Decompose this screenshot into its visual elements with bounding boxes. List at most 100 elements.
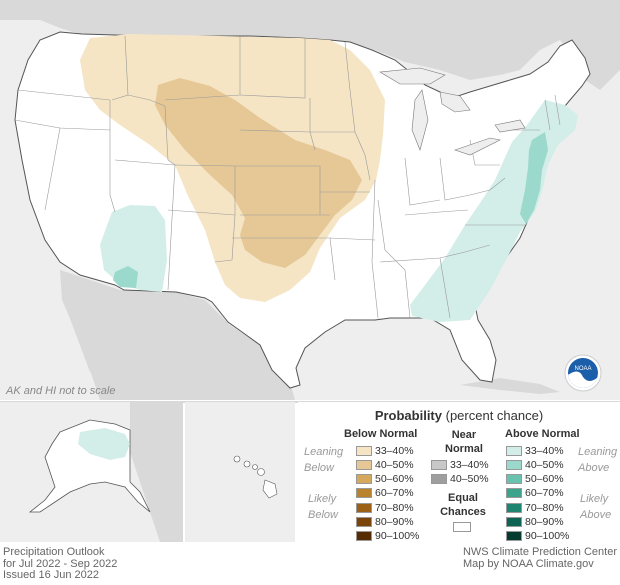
- near-normal-label: 40–50%: [450, 472, 489, 485]
- canada-inset-landmass: [130, 402, 183, 542]
- leaning-below-line2: Below: [304, 462, 334, 474]
- above-normal-40-50-region: [113, 132, 548, 288]
- credit-line2: Map by NOAA Climate.gov: [462, 557, 594, 570]
- equal-chances-swatch: [453, 522, 471, 532]
- ak-hi-note: AK and HI not to scale: [5, 385, 115, 397]
- caption-line2: for Jul 2022 - Sep 2022: [3, 557, 118, 570]
- above-normal-label: 60–70%: [525, 487, 564, 500]
- near-normal-row: 33–40%: [431, 458, 489, 471]
- noaa-logo-text: NOAA: [574, 366, 591, 372]
- below-normal-swatch: [356, 445, 372, 456]
- credit-caption: NWS Climate Prediction Center Map by NOA…: [462, 546, 617, 570]
- near-normal-swatch: [431, 459, 447, 470]
- mexico-landmass: [60, 270, 295, 400]
- likely-below-line1: Likely: [308, 493, 337, 505]
- near-normal-header-line1: Near: [451, 429, 477, 441]
- legend-panel: Probability (percent chance) Below Norma…: [298, 402, 620, 545]
- below-normal-label: 40–50%: [375, 458, 414, 471]
- credit-line1: NWS Climate Prediction Center: [462, 546, 617, 558]
- noaa-logo: NOAA: [564, 354, 602, 392]
- above-normal-swatch: [506, 488, 522, 499]
- caption-line3: Issued 16 Jun 2022: [3, 569, 100, 581]
- likely-below-line2: Below: [308, 509, 338, 521]
- hawaii-island-kauai: [233, 455, 241, 463]
- above-normal-row: 90–100%: [506, 530, 569, 543]
- above-normal-swatch: [506, 531, 522, 542]
- below-normal-label: 80–90%: [375, 516, 414, 528]
- equal-chances-line1: Equal: [448, 492, 478, 504]
- above-normal-swatch: [506, 502, 522, 513]
- below-normal-swatch: [356, 488, 372, 499]
- leaning-above-line2: Above: [578, 462, 610, 474]
- hawaii-island-molokai: [252, 464, 258, 470]
- below-normal-swatch: [356, 517, 372, 527]
- outlook-caption: Precipitation Outlook for Jul 2022 - Sep…: [3, 546, 118, 582]
- above-normal-row: 70–80%: [506, 501, 564, 514]
- above-normal-row: 50–60%: [506, 473, 564, 486]
- legend-title-rest: (percent chance): [445, 408, 544, 423]
- below-normal-label: 70–80%: [375, 501, 414, 514]
- below-normal-label: 60–70%: [375, 487, 414, 500]
- caption-line1: Precipitation Outlook: [3, 546, 105, 558]
- likely-below-label: Likely Below: [308, 491, 338, 523]
- below-normal-label: 90–100%: [375, 530, 420, 543]
- near-normal-header: Near Normal: [445, 428, 483, 456]
- below-normal-swatch: [356, 474, 372, 485]
- below-normal-row: 33–40%: [356, 444, 414, 457]
- alaska-above-normal-33-40: [78, 428, 130, 460]
- above-normal-row: 80–90%: [506, 516, 564, 529]
- above-normal-label: 80–90%: [525, 516, 564, 528]
- contiguous-us-map: AK and HI not to scale NOAA: [0, 0, 620, 400]
- equal-chances-line2: Chances: [440, 506, 486, 518]
- equal-chances-label: Equal Chances: [438, 491, 488, 519]
- above-normal-label: 33–40%: [525, 444, 564, 457]
- above-normal-label: 90–100%: [525, 530, 570, 543]
- likely-above-line1: Likely: [580, 493, 609, 505]
- legend-title: Probability (percent chance): [298, 408, 620, 423]
- near-normal-swatch: [431, 473, 447, 484]
- leaning-above-line1: Leaning: [578, 446, 618, 458]
- below-normal-row: 40–50%: [356, 458, 414, 471]
- hawaii-island-big-island: [262, 479, 278, 499]
- below-normal-header: Below Normal: [344, 428, 418, 440]
- hawaii-inset-map: [185, 402, 295, 542]
- below-normal-swatch: [356, 459, 372, 470]
- above-normal-swatch: [506, 474, 522, 485]
- below-normal-row: 50–60%: [356, 473, 414, 486]
- above-normal-label: 40–50%: [525, 458, 564, 471]
- cuba-landmass: [460, 378, 560, 394]
- likely-above-line2: Above: [580, 509, 612, 521]
- above-normal-label: 70–80%: [525, 501, 564, 514]
- below-normal-swatch: [356, 502, 372, 513]
- above-normal-row: 33–40%: [506, 444, 564, 457]
- canada-landmass: [0, 0, 620, 90]
- baja-landmass: [62, 272, 96, 372]
- leaning-below-label: Leaning Below: [304, 444, 343, 476]
- alaska-inset-map: [0, 402, 183, 542]
- above-normal-row: 40–50%: [506, 458, 564, 471]
- above-normal-swatch: [506, 445, 522, 456]
- below-normal-label: 33–40%: [375, 444, 414, 457]
- leaning-below-line1: Leaning: [304, 446, 344, 458]
- near-normal-header-line2: Normal: [445, 443, 483, 455]
- below-normal-swatch: [356, 531, 372, 542]
- below-normal-40-50-region: [155, 78, 362, 268]
- below-normal-row: 80–90%: [356, 516, 414, 529]
- below-normal-label: 50–60%: [375, 473, 414, 486]
- legend-title-bold: Probability: [374, 408, 442, 423]
- near-normal-row: 40–50%: [431, 472, 489, 485]
- great-lakes: [379, 67, 526, 156]
- below-normal-row: 60–70%: [356, 487, 414, 500]
- above-normal-header: Above Normal: [505, 428, 580, 440]
- hawaii-island-oahu: [243, 460, 251, 468]
- near-normal-label: 33–40%: [450, 458, 489, 471]
- likely-above-label: Likely Above: [580, 491, 611, 523]
- above-normal-row: 60–70%: [506, 487, 564, 500]
- above-normal-swatch: [506, 517, 522, 527]
- below-normal-row: 70–80%: [356, 501, 414, 514]
- state-boundaries: [14, 35, 561, 319]
- above-normal-swatch: [506, 459, 522, 470]
- below-normal-row: 90–100%: [356, 530, 419, 543]
- hawaii-island-maui: [257, 468, 265, 476]
- above-normal-label: 50–60%: [525, 473, 564, 486]
